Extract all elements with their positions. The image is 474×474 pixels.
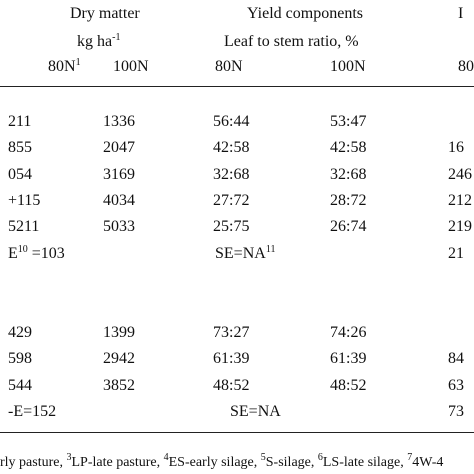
footnote-text: ES-early silage, bbox=[168, 455, 261, 470]
table-cell: 61:39 bbox=[330, 350, 367, 368]
table-cell: E10 =103 bbox=[8, 243, 65, 263]
table-cell: 48:52 bbox=[330, 376, 367, 394]
footnote-text: S-silage, bbox=[265, 455, 318, 470]
superscript: 5 bbox=[260, 452, 266, 463]
table-cell: 246 bbox=[448, 165, 472, 183]
superscript: 4 bbox=[163, 452, 169, 463]
table-cell: 1336 bbox=[103, 113, 135, 130]
table-cell: 63 bbox=[448, 376, 464, 394]
table-cell: 1399 bbox=[103, 324, 135, 341]
table-cell: 429 bbox=[8, 324, 32, 341]
group-header: Dry matter bbox=[70, 5, 140, 22]
unit-header: kg ha-1 bbox=[77, 33, 120, 51]
footnote: rly pasture, 3LP-late pasture, 4ES-early… bbox=[0, 452, 444, 471]
cell-text: SE=NA bbox=[215, 244, 266, 262]
column-header: 80N1 bbox=[48, 58, 81, 76]
table-cell: 3852 bbox=[103, 376, 135, 394]
table-cell: 73:27 bbox=[213, 324, 250, 341]
table-cell: 5033 bbox=[103, 218, 135, 236]
table-cell: 25:75 bbox=[213, 218, 250, 236]
table-cell: 054 bbox=[8, 165, 32, 183]
table-cell: SE=NA bbox=[230, 402, 281, 420]
table-cell: 212 bbox=[448, 191, 472, 209]
table-cell: SE=NA11 bbox=[215, 243, 276, 263]
table-cell: 28:72 bbox=[330, 191, 367, 209]
superscript: 7 bbox=[407, 452, 413, 463]
table-cell: 21 bbox=[448, 244, 464, 262]
table-cell: 211 bbox=[8, 113, 32, 130]
rule bbox=[0, 86, 474, 87]
table-cell: 855 bbox=[8, 139, 32, 157]
table-cell: -E=152 bbox=[8, 402, 57, 420]
superscript: 1 bbox=[75, 57, 81, 68]
table-cell: 53:47 bbox=[330, 113, 367, 130]
table-cell: 544 bbox=[8, 376, 32, 394]
table-cell: 32:68 bbox=[213, 165, 250, 183]
cell-text: kg ha bbox=[77, 33, 113, 50]
table-cell: 598 bbox=[8, 350, 32, 368]
table-cell: 48:52 bbox=[213, 376, 250, 394]
superscript: 11 bbox=[265, 243, 276, 255]
table-cell: 42:58 bbox=[330, 139, 367, 157]
column-header: 80 bbox=[458, 58, 474, 75]
cell-text: 80N bbox=[48, 58, 76, 75]
table-cell: 84 bbox=[448, 350, 464, 368]
table-cell: 2942 bbox=[103, 350, 135, 368]
superscript: 6 bbox=[317, 452, 323, 463]
group-header: I bbox=[458, 5, 464, 22]
table-cell: 73 bbox=[448, 402, 464, 420]
rule bbox=[0, 432, 474, 433]
table-cell: 16 bbox=[448, 139, 464, 157]
column-header: 100N bbox=[113, 58, 149, 75]
table-cell: 26:74 bbox=[330, 218, 367, 236]
footnote-text: rly pasture, bbox=[0, 455, 67, 470]
column-header: 100N bbox=[330, 58, 366, 75]
table-cell: +115 bbox=[8, 191, 41, 209]
table-cell: 32:68 bbox=[330, 165, 367, 183]
group-header: Yield components bbox=[247, 5, 363, 22]
superscript: -1 bbox=[112, 32, 121, 43]
table-cell: 2047 bbox=[103, 139, 135, 157]
superscript: 10 bbox=[17, 243, 28, 255]
table-cell: 74:26 bbox=[330, 324, 367, 341]
table-cell: 3169 bbox=[103, 165, 135, 183]
table-cell: 5211 bbox=[8, 218, 40, 236]
column-header: 80N bbox=[215, 58, 243, 75]
table-cell: 61:39 bbox=[213, 350, 250, 368]
unit-header: Leaf to stem ratio, % bbox=[224, 33, 359, 50]
table-cell: 42:58 bbox=[213, 139, 250, 157]
footnote-text: 4W-4 bbox=[412, 455, 444, 470]
table-cell: 56:44 bbox=[213, 113, 250, 130]
footnote-text: LP-late pasture, bbox=[71, 455, 164, 470]
superscript: 3 bbox=[66, 452, 72, 463]
table-cell: 219 bbox=[448, 218, 472, 236]
cell-text: E bbox=[8, 244, 18, 262]
table-cell: 4034 bbox=[103, 191, 135, 209]
footnote-text: LS-late silage, bbox=[322, 455, 408, 470]
cell-text: =103 bbox=[27, 244, 65, 262]
table-cell: 27:72 bbox=[213, 191, 250, 209]
